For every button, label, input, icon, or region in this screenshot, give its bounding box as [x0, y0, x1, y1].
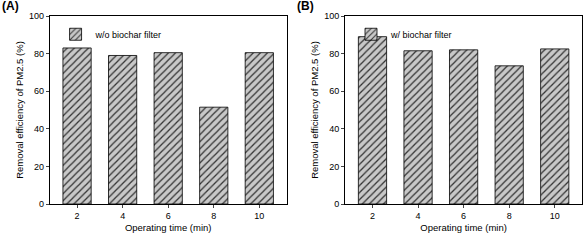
svg-text:40: 40: [34, 124, 44, 134]
svg-text:80: 80: [34, 49, 44, 59]
svg-text:2: 2: [370, 211, 375, 221]
svg-text:20: 20: [34, 162, 44, 172]
svg-text:w/ biochar filter: w/ biochar filter: [390, 30, 452, 40]
svg-text:4: 4: [416, 211, 421, 221]
svg-text:6: 6: [166, 211, 171, 221]
svg-text:(A): (A): [2, 0, 19, 13]
svg-text:0: 0: [334, 199, 339, 209]
svg-text:100: 100: [324, 11, 339, 21]
svg-text:w/o biochar filter: w/o biochar filter: [95, 30, 162, 40]
svg-text:Removal efficiency of PM2.5 (%: Removal efficiency of PM2.5 (%): [14, 41, 25, 179]
svg-text:Operating time (min): Operating time (min): [125, 222, 212, 233]
svg-text:6: 6: [461, 211, 466, 221]
svg-text:(B): (B): [297, 0, 314, 13]
svg-text:2: 2: [75, 211, 80, 221]
svg-text:10: 10: [550, 211, 560, 221]
svg-text:4: 4: [120, 211, 125, 221]
svg-text:10: 10: [254, 211, 264, 221]
svg-text:8: 8: [211, 211, 216, 221]
svg-text:8: 8: [507, 211, 512, 221]
svg-text:60: 60: [34, 86, 44, 96]
svg-text:80: 80: [329, 49, 339, 59]
svg-text:0: 0: [39, 199, 44, 209]
svg-text:40: 40: [329, 124, 339, 134]
svg-text:20: 20: [329, 162, 339, 172]
svg-text:100: 100: [29, 11, 44, 21]
svg-text:60: 60: [329, 86, 339, 96]
svg-text:Removal efficiency of PM2.5 (%: Removal efficiency of PM2.5 (%): [309, 41, 320, 179]
svg-text:Operating time (min): Operating time (min): [420, 222, 507, 233]
